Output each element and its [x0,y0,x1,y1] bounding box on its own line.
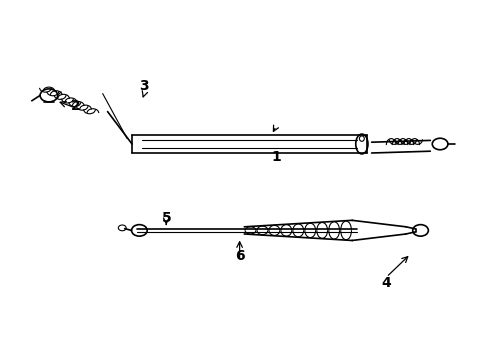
Text: 5: 5 [161,211,171,225]
Text: 4: 4 [381,276,390,289]
Text: 6: 6 [234,249,244,262]
Text: 3: 3 [139,80,149,93]
Text: 1: 1 [271,150,281,163]
Text: 2: 2 [71,99,81,113]
